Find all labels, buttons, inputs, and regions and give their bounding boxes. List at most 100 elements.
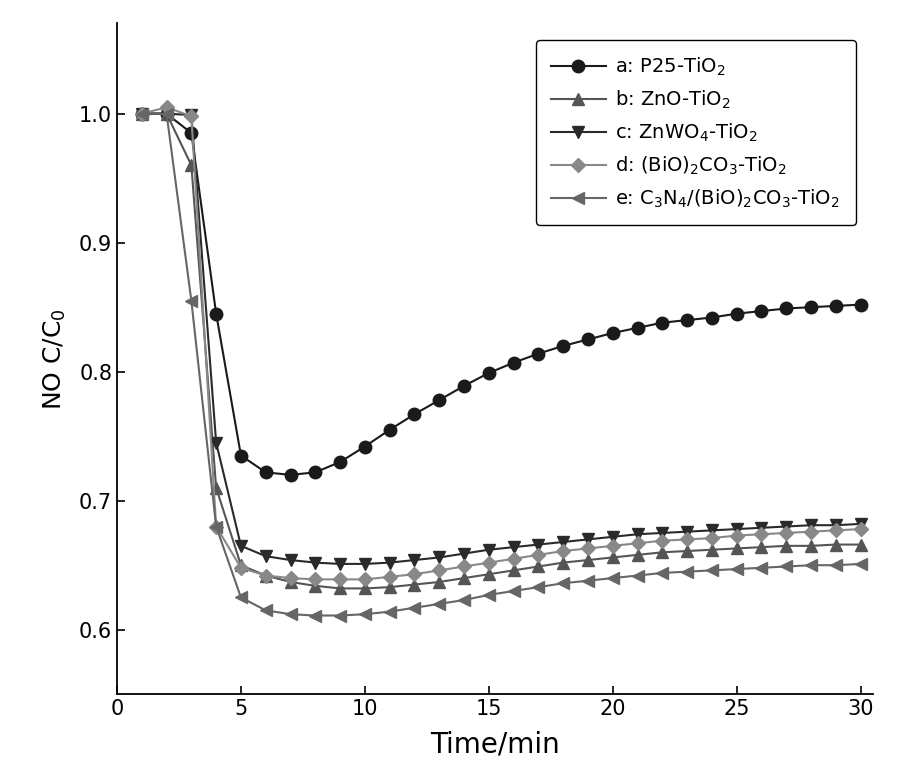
e: C$_3$N$_4$/(BiO)$_2$CO$_3$-TiO$_2$: (21, 0.642): C$_3$N$_4$/(BiO)$_2$CO$_3$-TiO$_2$: (21,…: [632, 571, 643, 580]
e: C$_3$N$_4$/(BiO)$_2$CO$_3$-TiO$_2$: (7, 0.612): C$_3$N$_4$/(BiO)$_2$CO$_3$-TiO$_2$: (7, …: [285, 609, 296, 619]
b: ZnO-TiO$_2$: (10, 0.632): ZnO-TiO$_2$: (10, 0.632): [359, 583, 370, 593]
a: P25-TiO$_2$: (25, 0.845): P25-TiO$_2$: (25, 0.845): [732, 309, 742, 318]
e: C$_3$N$_4$/(BiO)$_2$CO$_3$-TiO$_2$: (26, 0.648): C$_3$N$_4$/(BiO)$_2$CO$_3$-TiO$_2$: (26,…: [756, 563, 767, 573]
d: (BiO)$_2$CO$_3$-TiO$_2$: (17, 0.658): (BiO)$_2$CO$_3$-TiO$_2$: (17, 0.658): [533, 550, 544, 559]
e: C$_3$N$_4$/(BiO)$_2$CO$_3$-TiO$_2$: (27, 0.649): C$_3$N$_4$/(BiO)$_2$CO$_3$-TiO$_2$: (27,…: [781, 562, 792, 571]
d: (BiO)$_2$CO$_3$-TiO$_2$: (18, 0.661): (BiO)$_2$CO$_3$-TiO$_2$: (18, 0.661): [558, 546, 569, 555]
b: ZnO-TiO$_2$: (16, 0.646): ZnO-TiO$_2$: (16, 0.646): [508, 566, 519, 575]
a: P25-TiO$_2$: (17, 0.814): P25-TiO$_2$: (17, 0.814): [533, 349, 544, 358]
a: P25-TiO$_2$: (23, 0.84): P25-TiO$_2$: (23, 0.84): [681, 315, 692, 324]
c: ZnWO$_4$-TiO$_2$: (2, 1): ZnWO$_4$-TiO$_2$: (2, 1): [161, 109, 172, 119]
c: ZnWO$_4$-TiO$_2$: (19, 0.67): ZnWO$_4$-TiO$_2$: (19, 0.67): [582, 535, 593, 544]
d: (BiO)$_2$CO$_3$-TiO$_2$: (2, 1): (BiO)$_2$CO$_3$-TiO$_2$: (2, 1): [161, 103, 172, 112]
e: C$_3$N$_4$/(BiO)$_2$CO$_3$-TiO$_2$: (24, 0.646): C$_3$N$_4$/(BiO)$_2$CO$_3$-TiO$_2$: (24,…: [706, 566, 717, 575]
c: ZnWO$_4$-TiO$_2$: (1, 1): ZnWO$_4$-TiO$_2$: (1, 1): [137, 109, 148, 119]
b: ZnO-TiO$_2$: (18, 0.652): ZnO-TiO$_2$: (18, 0.652): [558, 558, 569, 567]
c: ZnWO$_4$-TiO$_2$: (28, 0.681): ZnWO$_4$-TiO$_2$: (28, 0.681): [806, 520, 816, 530]
d: (BiO)$_2$CO$_3$-TiO$_2$: (29, 0.677): (BiO)$_2$CO$_3$-TiO$_2$: (29, 0.677): [831, 526, 842, 535]
b: ZnO-TiO$_2$: (25, 0.663): ZnO-TiO$_2$: (25, 0.663): [732, 544, 742, 553]
a: P25-TiO$_2$: (28, 0.85): P25-TiO$_2$: (28, 0.85): [806, 303, 816, 312]
a: P25-TiO$_2$: (30, 0.852): P25-TiO$_2$: (30, 0.852): [855, 300, 866, 310]
a: P25-TiO$_2$: (11, 0.755): P25-TiO$_2$: (11, 0.755): [384, 425, 395, 434]
d: (BiO)$_2$CO$_3$-TiO$_2$: (3, 0.998): (BiO)$_2$CO$_3$-TiO$_2$: (3, 0.998): [186, 112, 197, 121]
c: ZnWO$_4$-TiO$_2$: (3, 0.999): ZnWO$_4$-TiO$_2$: (3, 0.999): [186, 110, 197, 119]
b: ZnO-TiO$_2$: (24, 0.662): ZnO-TiO$_2$: (24, 0.662): [706, 545, 717, 555]
a: P25-TiO$_2$: (10, 0.742): P25-TiO$_2$: (10, 0.742): [359, 441, 370, 451]
b: ZnO-TiO$_2$: (20, 0.656): ZnO-TiO$_2$: (20, 0.656): [608, 553, 618, 562]
d: (BiO)$_2$CO$_3$-TiO$_2$: (10, 0.639): (BiO)$_2$CO$_3$-TiO$_2$: (10, 0.639): [359, 575, 370, 584]
d: (BiO)$_2$CO$_3$-TiO$_2$: (24, 0.671): (BiO)$_2$CO$_3$-TiO$_2$: (24, 0.671): [706, 534, 717, 543]
b: ZnO-TiO$_2$: (12, 0.635): ZnO-TiO$_2$: (12, 0.635): [409, 580, 419, 589]
c: ZnWO$_4$-TiO$_2$: (17, 0.666): ZnWO$_4$-TiO$_2$: (17, 0.666): [533, 540, 544, 549]
c: ZnWO$_4$-TiO$_2$: (29, 0.681): ZnWO$_4$-TiO$_2$: (29, 0.681): [831, 520, 842, 530]
e: C$_3$N$_4$/(BiO)$_2$CO$_3$-TiO$_2$: (28, 0.65): C$_3$N$_4$/(BiO)$_2$CO$_3$-TiO$_2$: (28,…: [806, 561, 816, 570]
b: ZnO-TiO$_2$: (9, 0.632): ZnO-TiO$_2$: (9, 0.632): [335, 583, 346, 593]
c: ZnWO$_4$-TiO$_2$: (25, 0.678): ZnWO$_4$-TiO$_2$: (25, 0.678): [732, 524, 742, 534]
a: P25-TiO$_2$: (20, 0.83): P25-TiO$_2$: (20, 0.83): [608, 328, 618, 338]
a: P25-TiO$_2$: (2, 1): P25-TiO$_2$: (2, 1): [161, 109, 172, 119]
Line: c: ZnWO$_4$-TiO$_2$: c: ZnWO$_4$-TiO$_2$: [136, 108, 866, 569]
b: ZnO-TiO$_2$: (27, 0.665): ZnO-TiO$_2$: (27, 0.665): [781, 541, 792, 551]
a: P25-TiO$_2$: (13, 0.778): P25-TiO$_2$: (13, 0.778): [434, 395, 445, 405]
b: ZnO-TiO$_2$: (22, 0.66): ZnO-TiO$_2$: (22, 0.66): [657, 548, 668, 557]
b: ZnO-TiO$_2$: (2, 1): ZnO-TiO$_2$: (2, 1): [161, 109, 172, 119]
b: ZnO-TiO$_2$: (3, 0.96): ZnO-TiO$_2$: (3, 0.96): [186, 161, 197, 170]
c: ZnWO$_4$-TiO$_2$: (6, 0.657): ZnWO$_4$-TiO$_2$: (6, 0.657): [260, 551, 271, 561]
d: (BiO)$_2$CO$_3$-TiO$_2$: (23, 0.67): (BiO)$_2$CO$_3$-TiO$_2$: (23, 0.67): [681, 535, 692, 544]
c: ZnWO$_4$-TiO$_2$: (18, 0.668): ZnWO$_4$-TiO$_2$: (18, 0.668): [558, 537, 569, 547]
a: P25-TiO$_2$: (3, 0.985): P25-TiO$_2$: (3, 0.985): [186, 129, 197, 138]
d: (BiO)$_2$CO$_3$-TiO$_2$: (26, 0.674): (BiO)$_2$CO$_3$-TiO$_2$: (26, 0.674): [756, 530, 767, 539]
d: (BiO)$_2$CO$_3$-TiO$_2$: (13, 0.646): (BiO)$_2$CO$_3$-TiO$_2$: (13, 0.646): [434, 566, 445, 575]
Line: b: ZnO-TiO$_2$: b: ZnO-TiO$_2$: [136, 108, 866, 594]
d: (BiO)$_2$CO$_3$-TiO$_2$: (27, 0.675): (BiO)$_2$CO$_3$-TiO$_2$: (27, 0.675): [781, 528, 792, 537]
c: ZnWO$_4$-TiO$_2$: (14, 0.659): ZnWO$_4$-TiO$_2$: (14, 0.659): [459, 549, 470, 558]
c: ZnWO$_4$-TiO$_2$: (12, 0.654): ZnWO$_4$-TiO$_2$: (12, 0.654): [409, 555, 419, 565]
c: ZnWO$_4$-TiO$_2$: (9, 0.651): ZnWO$_4$-TiO$_2$: (9, 0.651): [335, 559, 346, 569]
a: P25-TiO$_2$: (15, 0.799): P25-TiO$_2$: (15, 0.799): [483, 368, 494, 378]
d: (BiO)$_2$CO$_3$-TiO$_2$: (9, 0.639): (BiO)$_2$CO$_3$-TiO$_2$: (9, 0.639): [335, 575, 346, 584]
c: ZnWO$_4$-TiO$_2$: (20, 0.672): ZnWO$_4$-TiO$_2$: (20, 0.672): [608, 532, 618, 541]
Y-axis label: NO C/C$_0$: NO C/C$_0$: [41, 308, 68, 410]
e: C$_3$N$_4$/(BiO)$_2$CO$_3$-TiO$_2$: (4, 0.68): C$_3$N$_4$/(BiO)$_2$CO$_3$-TiO$_2$: (4, …: [211, 522, 221, 531]
e: C$_3$N$_4$/(BiO)$_2$CO$_3$-TiO$_2$: (20, 0.64): C$_3$N$_4$/(BiO)$_2$CO$_3$-TiO$_2$: (20,…: [608, 573, 618, 583]
a: P25-TiO$_2$: (27, 0.849): P25-TiO$_2$: (27, 0.849): [781, 304, 792, 314]
e: C$_3$N$_4$/(BiO)$_2$CO$_3$-TiO$_2$: (8, 0.611): C$_3$N$_4$/(BiO)$_2$CO$_3$-TiO$_2$: (8, …: [310, 611, 320, 620]
d: (BiO)$_2$CO$_3$-TiO$_2$: (21, 0.667): (BiO)$_2$CO$_3$-TiO$_2$: (21, 0.667): [632, 539, 643, 548]
d: (BiO)$_2$CO$_3$-TiO$_2$: (14, 0.649): (BiO)$_2$CO$_3$-TiO$_2$: (14, 0.649): [459, 562, 470, 571]
c: ZnWO$_4$-TiO$_2$: (10, 0.651): ZnWO$_4$-TiO$_2$: (10, 0.651): [359, 559, 370, 569]
e: C$_3$N$_4$/(BiO)$_2$CO$_3$-TiO$_2$: (12, 0.617): C$_3$N$_4$/(BiO)$_2$CO$_3$-TiO$_2$: (12,…: [409, 603, 419, 612]
b: ZnO-TiO$_2$: (8, 0.634): ZnO-TiO$_2$: (8, 0.634): [310, 581, 320, 590]
b: ZnO-TiO$_2$: (13, 0.637): ZnO-TiO$_2$: (13, 0.637): [434, 577, 445, 587]
a: P25-TiO$_2$: (21, 0.834): P25-TiO$_2$: (21, 0.834): [632, 323, 643, 332]
e: C$_3$N$_4$/(BiO)$_2$CO$_3$-TiO$_2$: (30, 0.651): C$_3$N$_4$/(BiO)$_2$CO$_3$-TiO$_2$: (30,…: [855, 559, 866, 569]
d: (BiO)$_2$CO$_3$-TiO$_2$: (7, 0.64): (BiO)$_2$CO$_3$-TiO$_2$: (7, 0.64): [285, 573, 296, 583]
e: C$_3$N$_4$/(BiO)$_2$CO$_3$-TiO$_2$: (17, 0.633): C$_3$N$_4$/(BiO)$_2$CO$_3$-TiO$_2$: (17,…: [533, 583, 544, 592]
b: ZnO-TiO$_2$: (17, 0.649): ZnO-TiO$_2$: (17, 0.649): [533, 562, 544, 571]
a: P25-TiO$_2$: (22, 0.838): P25-TiO$_2$: (22, 0.838): [657, 318, 668, 328]
d: (BiO)$_2$CO$_3$-TiO$_2$: (15, 0.652): (BiO)$_2$CO$_3$-TiO$_2$: (15, 0.652): [483, 558, 494, 567]
a: P25-TiO$_2$: (5, 0.735): P25-TiO$_2$: (5, 0.735): [236, 451, 247, 460]
c: ZnWO$_4$-TiO$_2$: (21, 0.674): ZnWO$_4$-TiO$_2$: (21, 0.674): [632, 530, 643, 539]
a: P25-TiO$_2$: (8, 0.722): P25-TiO$_2$: (8, 0.722): [310, 468, 320, 477]
b: ZnO-TiO$_2$: (11, 0.633): ZnO-TiO$_2$: (11, 0.633): [384, 583, 395, 592]
a: P25-TiO$_2$: (26, 0.847): P25-TiO$_2$: (26, 0.847): [756, 307, 767, 316]
c: ZnWO$_4$-TiO$_2$: (22, 0.675): ZnWO$_4$-TiO$_2$: (22, 0.675): [657, 528, 668, 537]
b: ZnO-TiO$_2$: (14, 0.64): ZnO-TiO$_2$: (14, 0.64): [459, 573, 470, 583]
e: C$_3$N$_4$/(BiO)$_2$CO$_3$-TiO$_2$: (18, 0.636): C$_3$N$_4$/(BiO)$_2$CO$_3$-TiO$_2$: (18,…: [558, 579, 569, 588]
c: ZnWO$_4$-TiO$_2$: (4, 0.745): ZnWO$_4$-TiO$_2$: (4, 0.745): [211, 438, 221, 448]
a: P25-TiO$_2$: (6, 0.722): P25-TiO$_2$: (6, 0.722): [260, 468, 271, 477]
c: ZnWO$_4$-TiO$_2$: (8, 0.652): ZnWO$_4$-TiO$_2$: (8, 0.652): [310, 558, 320, 567]
e: C$_3$N$_4$/(BiO)$_2$CO$_3$-TiO$_2$: (5, 0.625): C$_3$N$_4$/(BiO)$_2$CO$_3$-TiO$_2$: (5, …: [236, 593, 247, 602]
e: C$_3$N$_4$/(BiO)$_2$CO$_3$-TiO$_2$: (22, 0.644): C$_3$N$_4$/(BiO)$_2$CO$_3$-TiO$_2$: (22,…: [657, 569, 668, 578]
a: P25-TiO$_2$: (14, 0.789): P25-TiO$_2$: (14, 0.789): [459, 381, 470, 391]
e: C$_3$N$_4$/(BiO)$_2$CO$_3$-TiO$_2$: (25, 0.647): C$_3$N$_4$/(BiO)$_2$CO$_3$-TiO$_2$: (25,…: [732, 565, 742, 574]
a: P25-TiO$_2$: (18, 0.82): P25-TiO$_2$: (18, 0.82): [558, 341, 569, 350]
d: (BiO)$_2$CO$_3$-TiO$_2$: (5, 0.648): (BiO)$_2$CO$_3$-TiO$_2$: (5, 0.648): [236, 563, 247, 573]
d: (BiO)$_2$CO$_3$-TiO$_2$: (19, 0.663): (BiO)$_2$CO$_3$-TiO$_2$: (19, 0.663): [582, 544, 593, 553]
c: ZnWO$_4$-TiO$_2$: (16, 0.664): ZnWO$_4$-TiO$_2$: (16, 0.664): [508, 542, 519, 551]
X-axis label: Time/min: Time/min: [430, 730, 560, 758]
c: ZnWO$_4$-TiO$_2$: (26, 0.679): ZnWO$_4$-TiO$_2$: (26, 0.679): [756, 523, 767, 533]
e: C$_3$N$_4$/(BiO)$_2$CO$_3$-TiO$_2$: (3, 0.855): C$_3$N$_4$/(BiO)$_2$CO$_3$-TiO$_2$: (3, …: [186, 296, 197, 306]
d: (BiO)$_2$CO$_3$-TiO$_2$: (30, 0.678): (BiO)$_2$CO$_3$-TiO$_2$: (30, 0.678): [855, 524, 866, 534]
a: P25-TiO$_2$: (29, 0.851): P25-TiO$_2$: (29, 0.851): [831, 301, 842, 310]
